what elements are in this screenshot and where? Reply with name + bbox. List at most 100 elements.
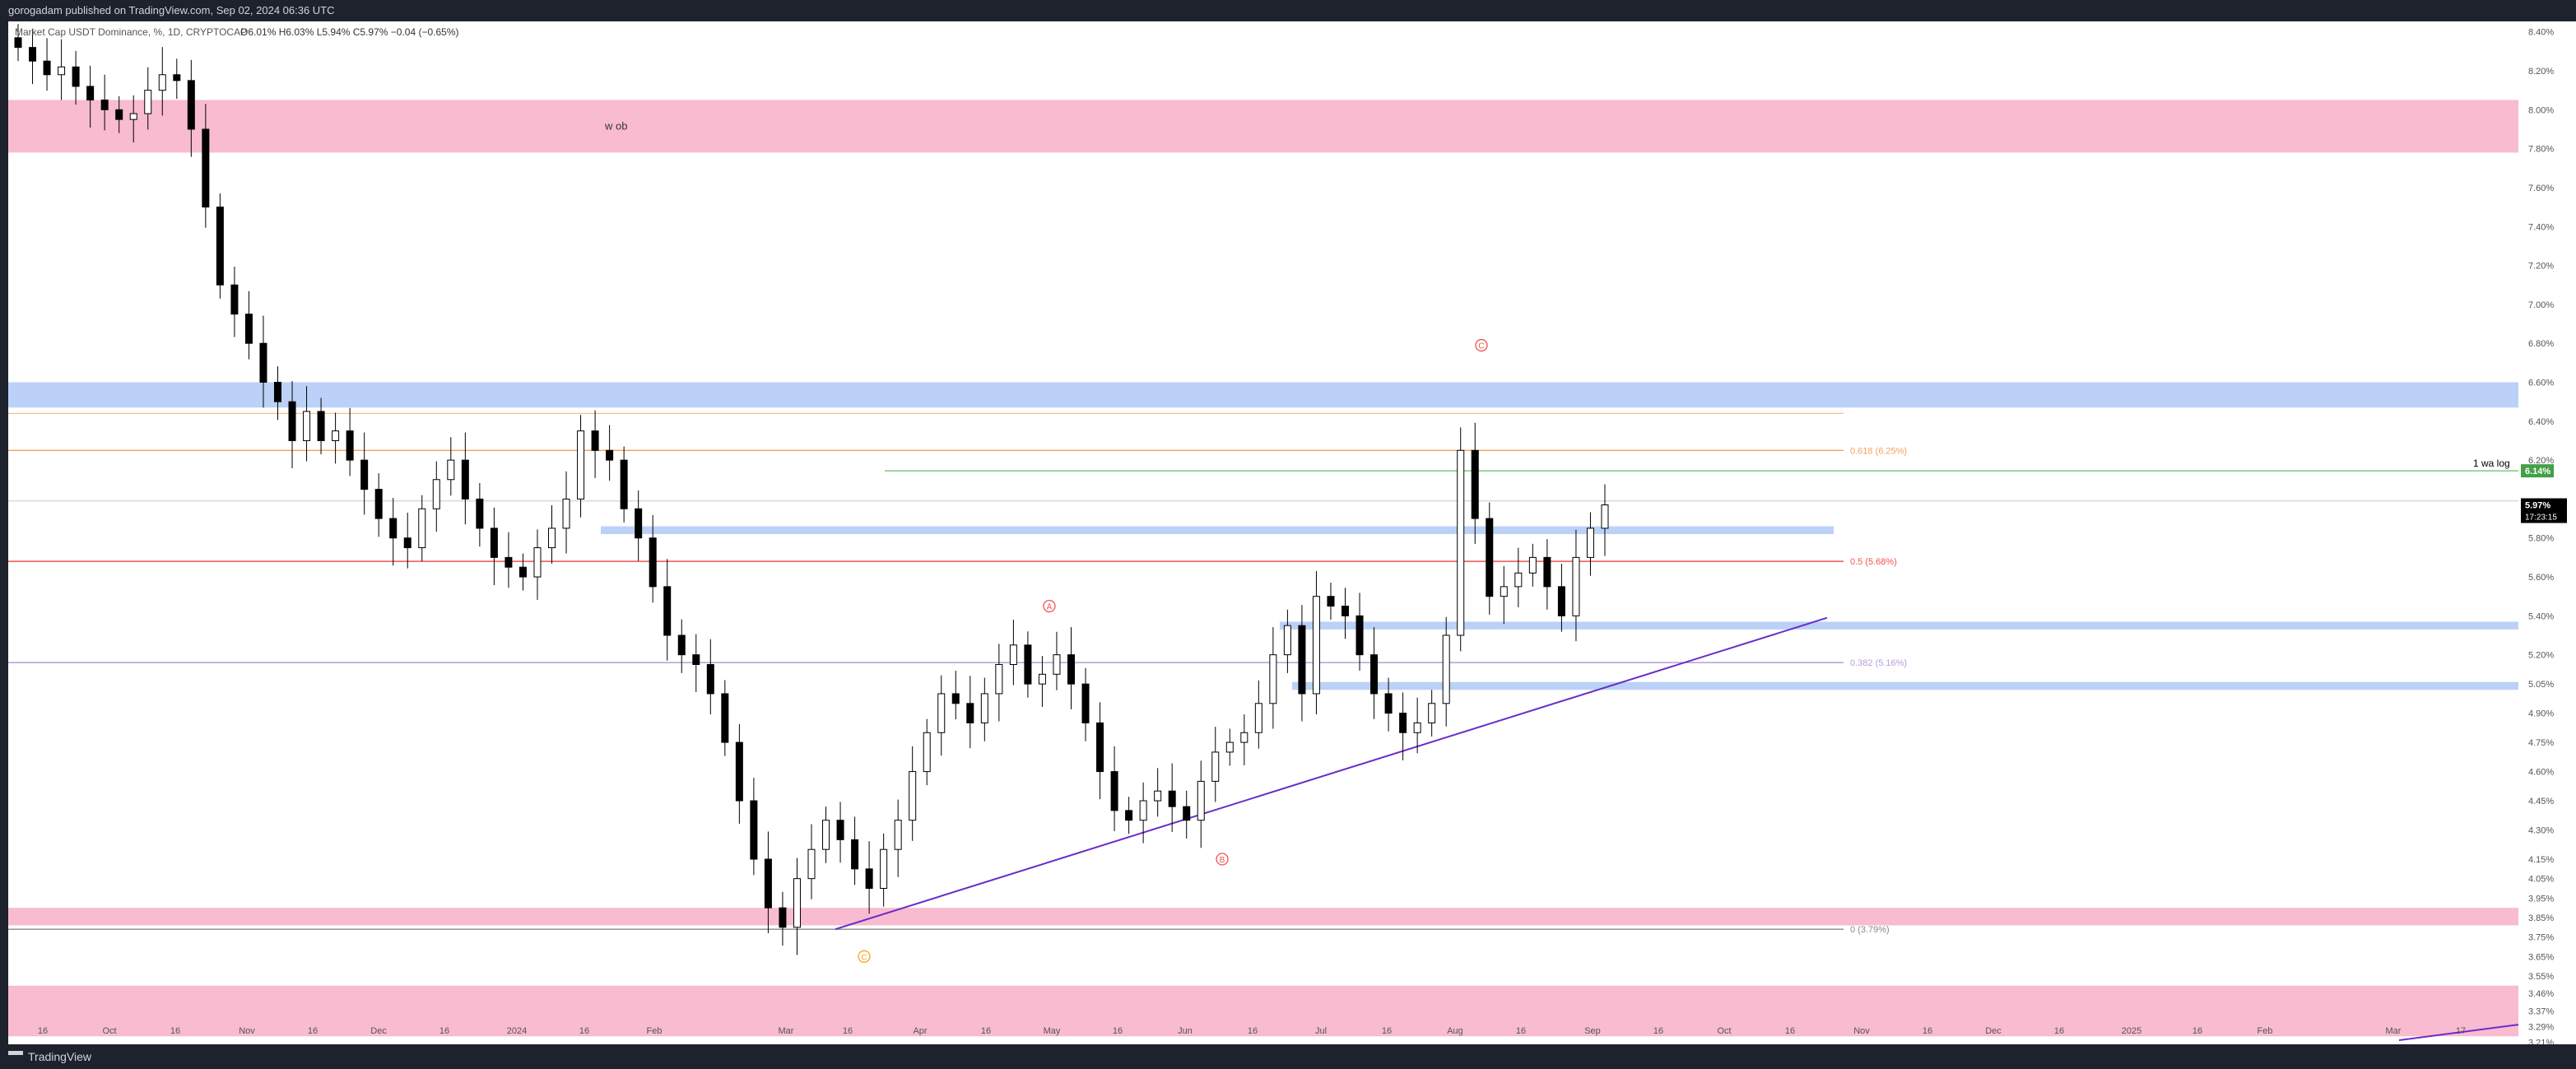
- candle-body: [1038, 673, 1046, 685]
- time-tick-label: Jun: [1178, 1026, 1193, 1036]
- time-tick-label: Dec: [1985, 1026, 2002, 1036]
- chart-area[interactable]: w ob 0.618 (6.25%) 0.5 (5.68%) 0.382 (5.16…: [8, 21, 2576, 1048]
- candle-body: [346, 430, 354, 461]
- candle-body: [649, 537, 657, 588]
- candle-body: [360, 459, 369, 490]
- support-band-1: [601, 526, 1834, 534]
- last-price-label: 5.97%: [2525, 501, 2550, 511]
- candle-body: [1399, 713, 1407, 733]
- candle-body: [244, 314, 253, 344]
- candle-body: [1486, 518, 1494, 597]
- candle-body: [1081, 683, 1090, 723]
- candle-body: [1355, 615, 1364, 656]
- candle-body: [836, 820, 844, 840]
- level-label: 0.5 (5.68%): [1850, 557, 1897, 567]
- wave-label-text: B: [1220, 856, 1225, 865]
- candle-body: [951, 693, 960, 704]
- candle-body: [187, 80, 195, 130]
- wave-label-c: [1475, 338, 1488, 352]
- candle-body: [505, 556, 513, 568]
- candle-body: [591, 430, 599, 451]
- price-tick-label: 5.05%: [2528, 680, 2554, 690]
- candle-body: [1211, 751, 1220, 782]
- time-tick-label: Oct: [102, 1026, 116, 1036]
- price-tick-label: 6.20%: [2528, 456, 2554, 466]
- time-tick-label: 16: [308, 1026, 318, 1036]
- candle-body: [851, 839, 859, 870]
- candle-body: [1327, 596, 1335, 607]
- ohlc-legend: O6.01% H6.03% L5.94% C5.97% −0.04 (−0.65…: [240, 26, 459, 38]
- candle-body: [432, 479, 440, 509]
- candle-body: [14, 37, 22, 49]
- candle-body: [447, 459, 455, 481]
- candle-body: [1125, 810, 1133, 821]
- candle-body: [1370, 654, 1379, 695]
- candle-body: [692, 654, 700, 665]
- price-tick-label: 3.75%: [2528, 933, 2554, 943]
- brand-name: TradingView: [28, 1050, 92, 1063]
- candle-body: [1225, 741, 1234, 753]
- candle-body: [1110, 771, 1118, 811]
- publish-info: gorogadam published on TradingView.com, …: [8, 4, 335, 16]
- candle-body: [72, 66, 80, 87]
- candle-body: [86, 86, 95, 101]
- candle-body: [144, 90, 152, 114]
- candle-body: [374, 489, 383, 519]
- support-band-2: [1280, 621, 2518, 630]
- time-tick-label: 16: [1785, 1026, 1795, 1036]
- candle-body: [115, 109, 123, 120]
- candle-body: [923, 732, 931, 773]
- level-price-badge: [2521, 464, 2554, 478]
- candle-body: [216, 207, 224, 286]
- candle-body: [548, 528, 556, 549]
- trendline: [835, 616, 1828, 931]
- candle-body: [259, 342, 267, 383]
- price-tick-label: 5.80%: [2528, 534, 2554, 544]
- price-tick-label: 8.20%: [2528, 67, 2554, 77]
- price-tick-label: 6.80%: [2528, 339, 2554, 349]
- price-tick-label: 4.60%: [2528, 768, 2554, 778]
- price-axis[interactable]: [2520, 21, 2576, 1044]
- candle-body: [635, 508, 643, 539]
- wave-label-text: C: [1478, 342, 1484, 351]
- candle-body: [173, 74, 181, 81]
- time-tick-label: 16: [1923, 1026, 1932, 1036]
- price-tick-label: 6.60%: [2528, 379, 2554, 388]
- candle-body: [1500, 586, 1508, 597]
- zone-label: w ob: [604, 119, 627, 132]
- candle-body: [880, 848, 888, 890]
- price-tick-label: 7.00%: [2528, 300, 2554, 310]
- time-tick-label: Aug: [1447, 1026, 1463, 1036]
- candle-body: [677, 634, 686, 656]
- price-chart[interactable]: w ob 0.618 (6.25%) 0.5 (5.68%) 0.382 (5.16…: [8, 21, 2576, 1048]
- time-tick-label: 16: [170, 1026, 180, 1036]
- time-tick-label: 16: [579, 1026, 589, 1036]
- footer-bar: TradingView: [0, 1044, 2576, 1069]
- candle-body: [1053, 654, 1061, 675]
- candle-body: [1428, 703, 1436, 723]
- support-band-3: [1292, 681, 2518, 690]
- price-tick-label: 5.40%: [2528, 611, 2554, 621]
- price-tick-label: 7.20%: [2528, 262, 2554, 272]
- candle-body: [1572, 556, 1580, 616]
- level-label: 0.382 (5.16%): [1850, 658, 1907, 668]
- time-tick-label: Mar: [2386, 1026, 2402, 1036]
- candle-body: [1240, 732, 1248, 743]
- candle-body: [980, 693, 988, 723]
- candle-body: [894, 820, 902, 850]
- candle-body: [822, 820, 830, 850]
- candle-body: [100, 100, 109, 110]
- candle-body: [1586, 528, 1594, 558]
- time-tick-label: Jul: [1315, 1026, 1327, 1036]
- candle-body: [1514, 572, 1523, 588]
- tradingview-logo[interactable]: TradingView: [8, 1050, 91, 1063]
- tv-logo-icon: [8, 1050, 23, 1063]
- time-tick-label: 2024: [507, 1026, 527, 1036]
- candle-body: [995, 663, 1003, 695]
- level-label: 1 wa log: [2473, 458, 2510, 469]
- candle-body: [230, 284, 239, 315]
- price-tick-label: 7.80%: [2528, 145, 2554, 155]
- candle-body: [779, 907, 787, 928]
- candle-body: [1341, 606, 1350, 616]
- price-tick-label: 8.00%: [2528, 105, 2554, 115]
